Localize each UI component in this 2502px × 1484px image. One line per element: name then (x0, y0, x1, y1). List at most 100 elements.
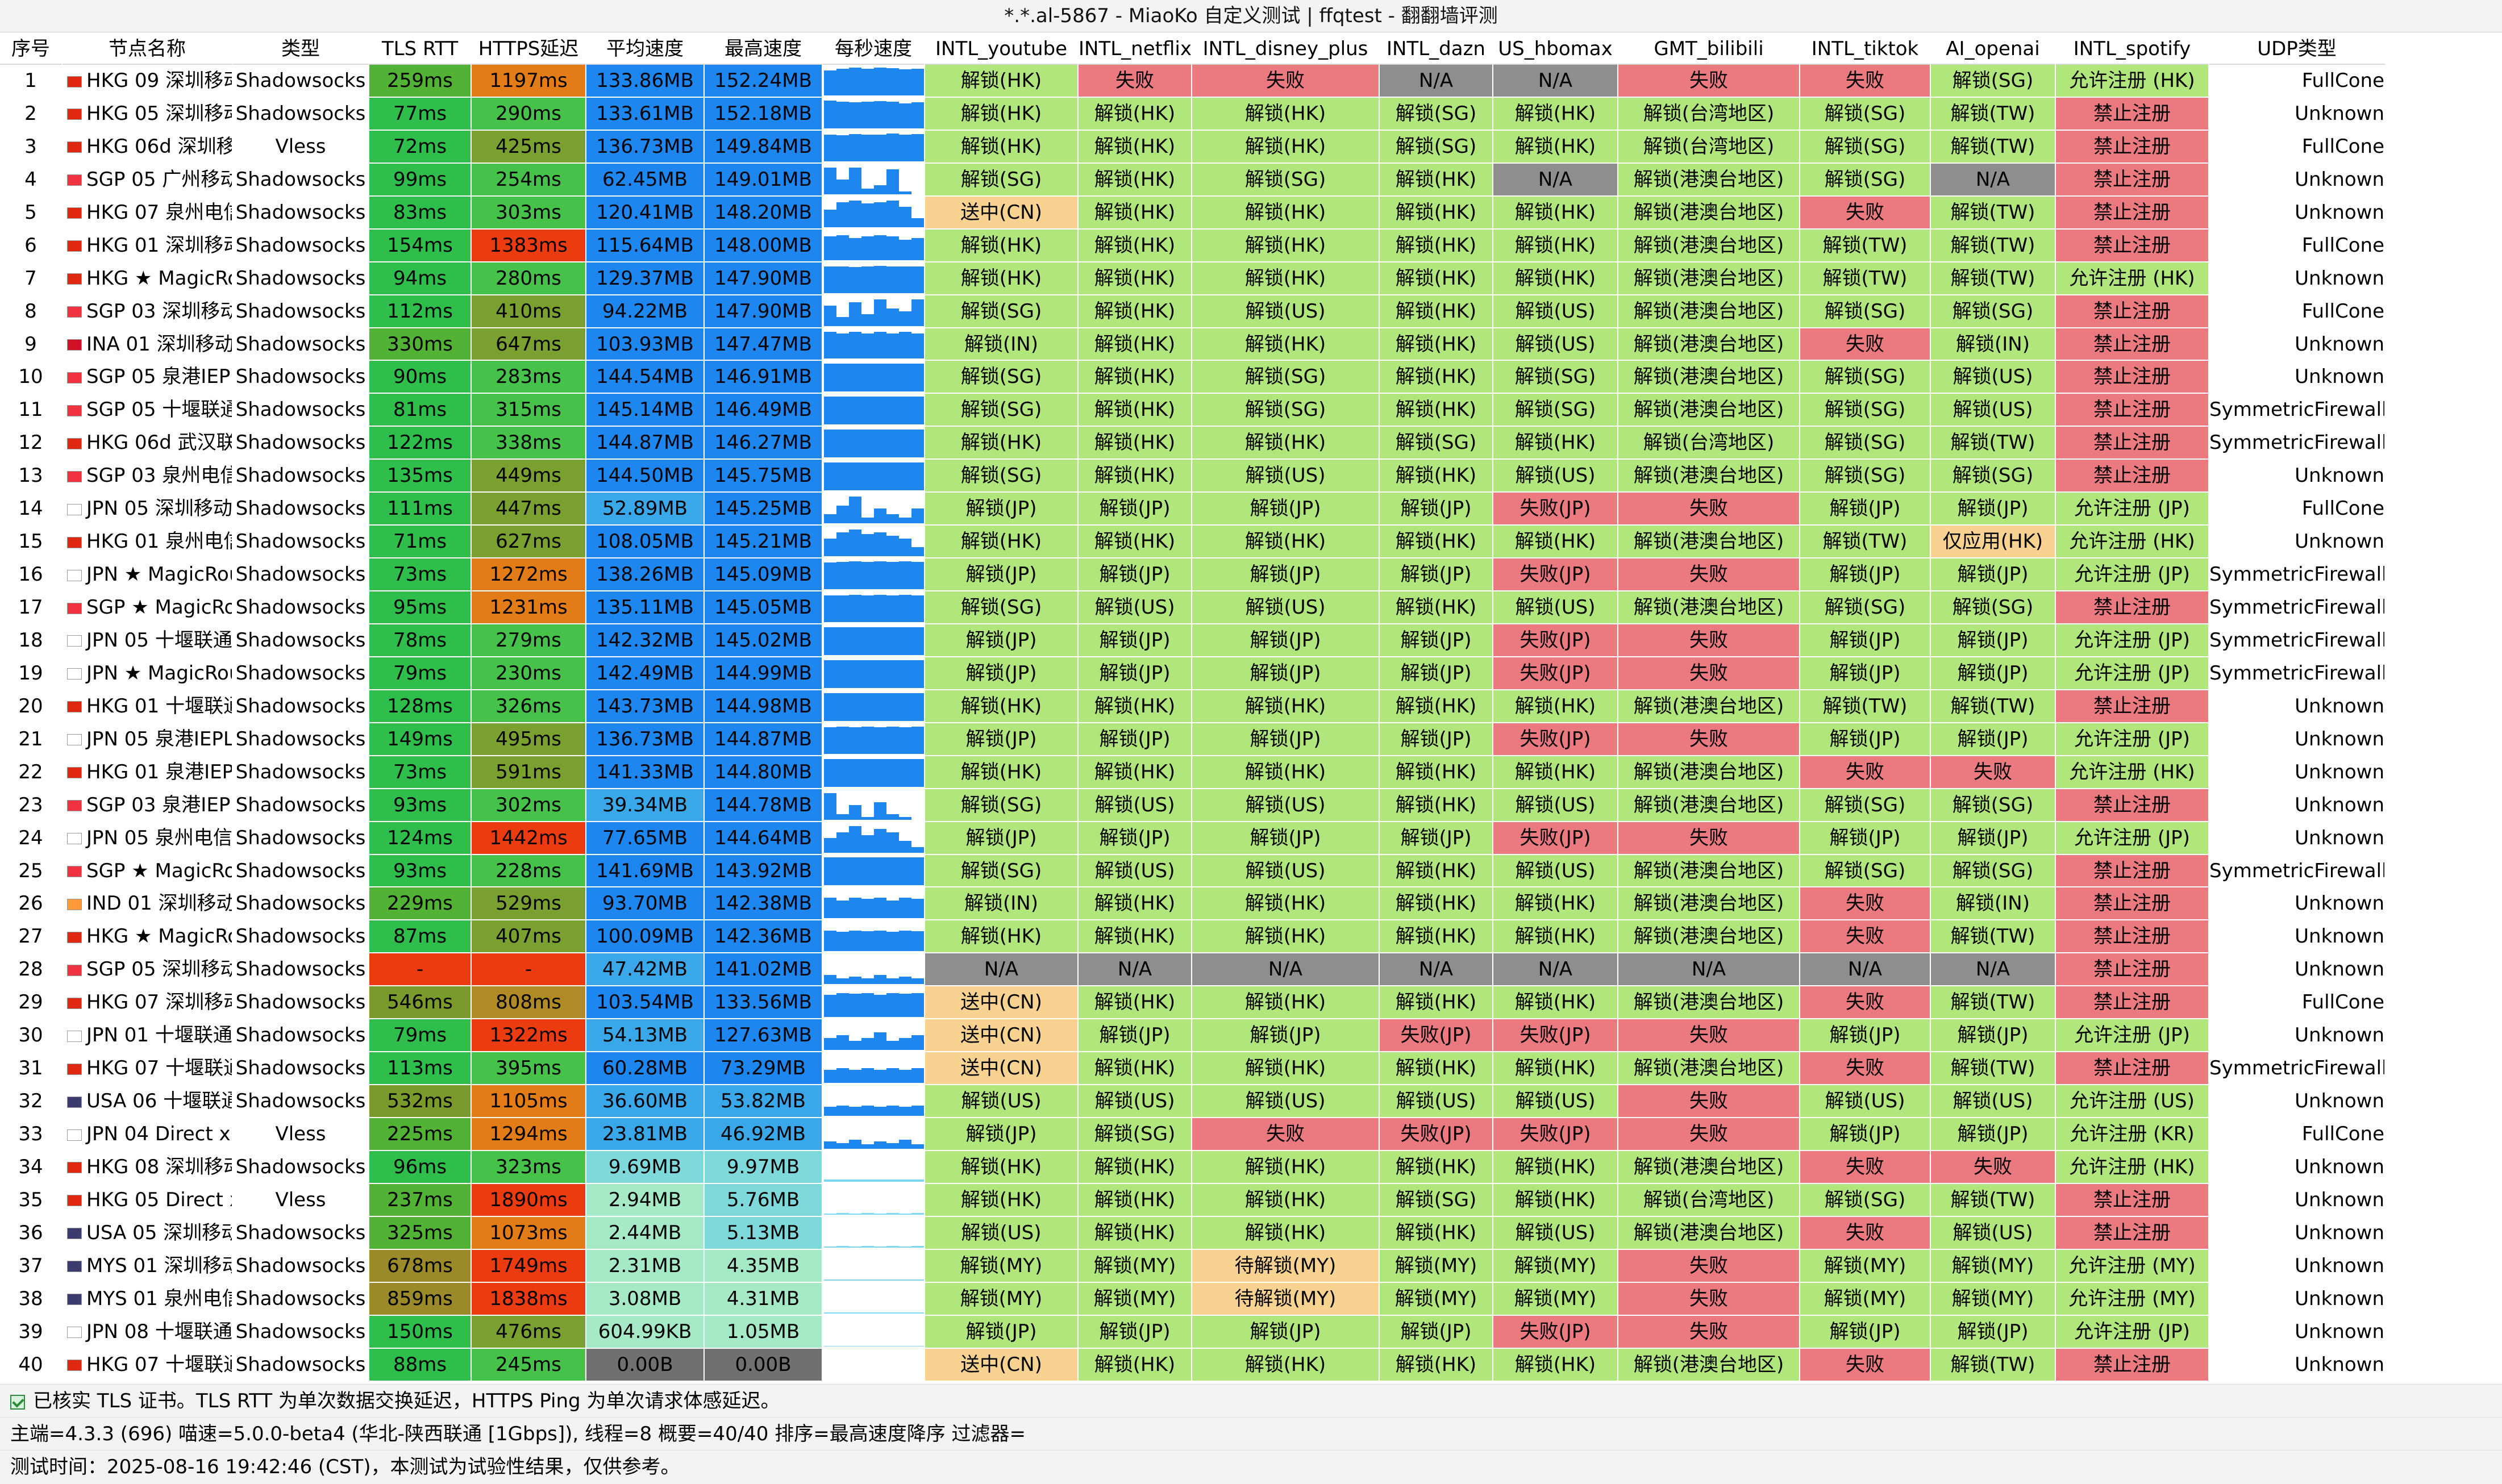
bilibili-cell: 失败 (1618, 723, 1800, 756)
sparkline-bar (899, 1279, 911, 1281)
bilibili-cell: 解锁(港澳台地区) (1618, 295, 1800, 328)
sparkline-bar (886, 364, 899, 392)
sparkline-bar (886, 101, 899, 128)
sparkline-bar (836, 693, 849, 721)
hbomax-cell: 解锁(MY) (1493, 1249, 1618, 1283)
sparkline-bar (836, 430, 849, 458)
col-node-name-header[interactable]: 节点名称 (63, 33, 233, 65)
spotify-cell: 允许注册 (JP) (2056, 1315, 2209, 1349)
bilibili-cell: N/A (1618, 953, 1800, 987)
openai-cell: 失败 (1931, 756, 2056, 789)
col-youtube-header[interactable]: INTL_youtube (925, 33, 1079, 65)
sparkline-bar (836, 364, 849, 392)
udp-type-cell: FullCone (2209, 130, 2386, 164)
index-cell: 16 (0, 558, 63, 591)
hbomax-cell: 解锁(HK) (1493, 887, 1618, 921)
col-tls-rtt-header[interactable]: TLS RTT (369, 33, 472, 65)
sparkline-bar (861, 726, 874, 754)
sparkline-bar (886, 514, 899, 524)
tiktok-cell: 解锁(SG) (1800, 591, 1931, 624)
dazn-cell: 解锁(JP) (1380, 723, 1493, 756)
hbomax-cell: 解锁(US) (1493, 295, 1618, 328)
node-name-text: HKG 06d 武汉联通 (86, 431, 232, 455)
speed-sparkline (823, 1315, 925, 1349)
col-dazn-header[interactable]: INTL_dazn (1380, 33, 1493, 65)
col-hbomax-header[interactable]: US_hbomax (1493, 33, 1618, 65)
dazn-cell: 解锁(HK) (1380, 920, 1493, 954)
netflix-cell: 解锁(HK) (1079, 920, 1192, 954)
col-avg-speed-header[interactable]: 平均速度 (586, 33, 705, 65)
openai-cell: 解锁(IN) (1931, 887, 2056, 921)
avg-speed-cell: 142.49MB (586, 657, 705, 690)
udp-type-cell: Unknown (2209, 1019, 2386, 1053)
udp-type-cell: Unknown (2209, 1085, 2386, 1118)
disney-plus-cell: N/A (1192, 953, 1380, 987)
avg-speed-cell: 144.50MB (586, 460, 705, 493)
dazn-cell: 解锁(SG) (1380, 97, 1493, 131)
udp-type-cell: Unknown (2209, 1348, 2386, 1382)
bilibili-cell: 失败 (1618, 558, 1800, 591)
udp-type-cell: Unknown (2209, 723, 2386, 756)
max-speed-cell: 146.49MB (705, 394, 823, 427)
dazn-cell: 解锁(SG) (1380, 427, 1493, 460)
node-name: HKG 07 泉州电信 x2 (63, 196, 233, 230)
sparkline-bar (911, 1068, 924, 1083)
col-type-header[interactable]: 类型 (233, 33, 369, 65)
sparkline-bar (861, 835, 874, 853)
col-udp-type-header[interactable]: UDP类型 (2209, 33, 2386, 65)
https-latency-cell: 1442ms (472, 822, 586, 855)
type-cell: Shadowsocks (233, 1348, 369, 1382)
flag-hk-icon (67, 109, 82, 120)
spotify-cell: 禁止注册 (2056, 986, 2209, 1020)
sparkline-bar (911, 508, 924, 524)
sparkline-bar (849, 102, 861, 128)
openai-cell: 解锁(SG) (1931, 789, 2056, 822)
sparkline-bar (911, 462, 924, 491)
col-tiktok-header[interactable]: INTL_tiktok (1800, 33, 1931, 65)
col-speed-sparkline-header[interactable]: 每秒速度 (823, 33, 925, 65)
sparkline-bar (911, 758, 924, 787)
sparkline-bar (899, 898, 911, 919)
udp-type-cell: Unknown (2209, 756, 2386, 789)
col-disney-plus-header[interactable]: INTL_disney_plus (1192, 33, 1380, 65)
netflix-cell: 解锁(HK) (1079, 1150, 1192, 1184)
sparkline-bar (849, 804, 861, 820)
sparkline-bar (874, 660, 886, 688)
bilibili-cell: 失败 (1618, 1019, 1800, 1053)
node-name: HKG ★ MagicRoute 01 (63, 262, 233, 295)
type-cell: Shadowsocks (233, 1249, 369, 1283)
sparkline-bar (911, 547, 924, 557)
speed-sparkline (823, 1118, 925, 1151)
https-latency-cell: 279ms (472, 624, 586, 657)
hbomax-cell: 解锁(HK) (1493, 690, 1618, 723)
disney-plus-cell: 解锁(US) (1192, 460, 1380, 493)
hbomax-cell: 解锁(HK) (1493, 756, 1618, 789)
netflix-cell: 解锁(HK) (1079, 229, 1192, 262)
udp-type-cell: Unknown (2209, 690, 2386, 723)
sparkline-bar (886, 1279, 899, 1281)
index-cell: 25 (0, 854, 63, 888)
sparkline-bar (836, 266, 849, 293)
col-max-speed-header[interactable]: 最高速度 (705, 33, 823, 65)
col-netflix-header[interactable]: INTL_netflix (1079, 33, 1192, 65)
tls-rtt-cell: 99ms (369, 163, 472, 197)
col-spotify-header[interactable]: INTL_spotify (2056, 33, 2209, 65)
sparkline-bar (861, 1312, 874, 1314)
bilibili-cell: 解锁(港澳台地区) (1618, 328, 1800, 361)
tiktok-cell: 失败 (1800, 328, 1931, 361)
speed-sparkline (823, 822, 925, 855)
sparkline-bar (861, 978, 874, 985)
col-bilibili-header[interactable]: GMT_bilibili (1618, 33, 1800, 65)
col-https-latency-header[interactable]: HTTPS延迟 (472, 33, 586, 65)
https-latency-cell: 425ms (472, 130, 586, 164)
sparkline-bar (911, 899, 924, 919)
udp-type-cell: Unknown (2209, 97, 2386, 131)
udp-type-cell: Unknown (2209, 920, 2386, 954)
speed-sparkline (823, 558, 925, 591)
node-name: USA 06 十堰联通 家宽 (63, 1085, 233, 1118)
node-name-text: HKG 01 十堰联通 (86, 694, 233, 718)
status-line-1: 已核实 TLS 证书。TLS RTT 为单次数据交换延迟，HTTPS Ping … (0, 1384, 2502, 1417)
sparkline-bar (886, 693, 899, 721)
col-index-header[interactable]: 序号 (0, 33, 63, 65)
col-openai-header[interactable]: AI_openai (1931, 33, 2056, 65)
